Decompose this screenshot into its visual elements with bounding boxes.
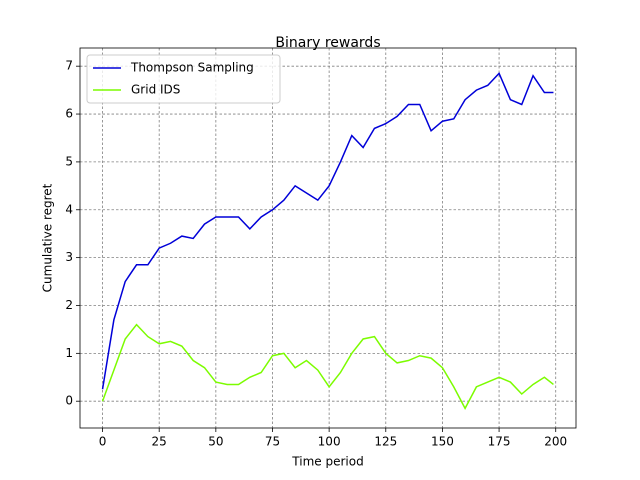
y-tick-label: 5 (65, 154, 73, 168)
x-tick-label: 100 (318, 435, 341, 449)
y-tick-label: 0 (65, 394, 73, 408)
y-tick-label: 3 (65, 250, 73, 264)
x-tick-label: 0 (99, 435, 107, 449)
legend-box (86, 54, 281, 104)
x-tick-label: 175 (488, 435, 511, 449)
x-tick-label: 200 (544, 435, 567, 449)
x-tick-label: 75 (265, 435, 280, 449)
x-tick-label: 150 (431, 435, 454, 449)
chart-title: Binary rewards (275, 35, 380, 51)
legend-label: Grid IDS (131, 83, 180, 97)
series-line (101, 72, 554, 390)
y-tick-label: 6 (65, 107, 73, 121)
y-axis-label: Cumulative regret (41, 183, 55, 292)
y-tick-label: 1 (65, 346, 73, 360)
x-tick-label: 125 (374, 435, 397, 449)
y-tick-label: 4 (65, 202, 73, 216)
series-line (101, 323, 554, 410)
x-tick-label: 50 (208, 435, 223, 449)
y-tick-label: 7 (65, 59, 73, 73)
x-axis-label: Time period (291, 455, 363, 469)
legend-label: Thompson Sampling (130, 61, 254, 75)
y-tick-label: 2 (65, 298, 73, 312)
plot-frame (79, 47, 577, 429)
x-tick-label: 25 (152, 435, 167, 449)
